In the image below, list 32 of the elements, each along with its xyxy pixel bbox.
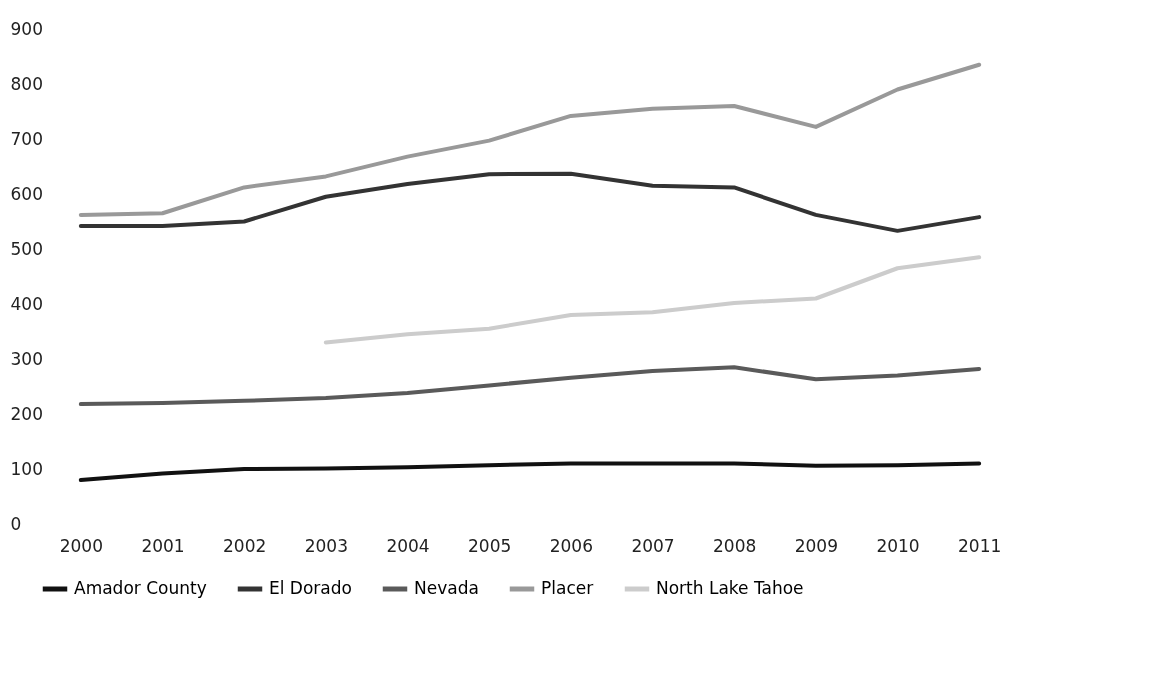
legend-label: Nevada [414,578,479,598]
line-series [323,255,982,345]
x-tick-label: 2008 [713,535,757,556]
y-tick-label: 600 [10,183,43,204]
x-tick-label: 2006 [549,535,593,556]
x-tick-label: 2005 [468,535,512,556]
y-tick-label: 800 [10,73,43,94]
x-tick-label: 2010 [876,535,920,556]
y-tick-label: 400 [10,293,43,314]
line-series [78,365,982,407]
legend-label: Placer [541,578,594,598]
x-tick-label: 2004 [386,535,430,556]
legend-label: North Lake Tahoe [656,578,804,598]
x-tick-label: 2001 [141,535,185,556]
line-series [78,461,982,482]
y-tick-label: 300 [10,348,43,369]
x-tick-label: 2003 [304,535,348,556]
x-tick-label: 2002 [223,535,267,556]
x-tick-label: 2007 [631,535,675,556]
line-series [78,171,982,233]
legend-label: El Dorado [269,578,352,598]
line-series [78,62,982,217]
y-tick-label: 0 [10,513,22,534]
y-tick-label: 500 [10,238,43,259]
legend-label: Amador County [74,578,207,598]
y-tick-label: 200 [10,403,43,424]
y-tick-label: 700 [10,128,43,149]
x-tick-label: 2011 [958,535,1002,556]
y-tick-label: 100 [10,458,43,479]
y-tick-label: 900 [10,18,43,39]
x-tick-label: 2000 [59,535,103,556]
x-tick-label: 2009 [794,535,838,556]
